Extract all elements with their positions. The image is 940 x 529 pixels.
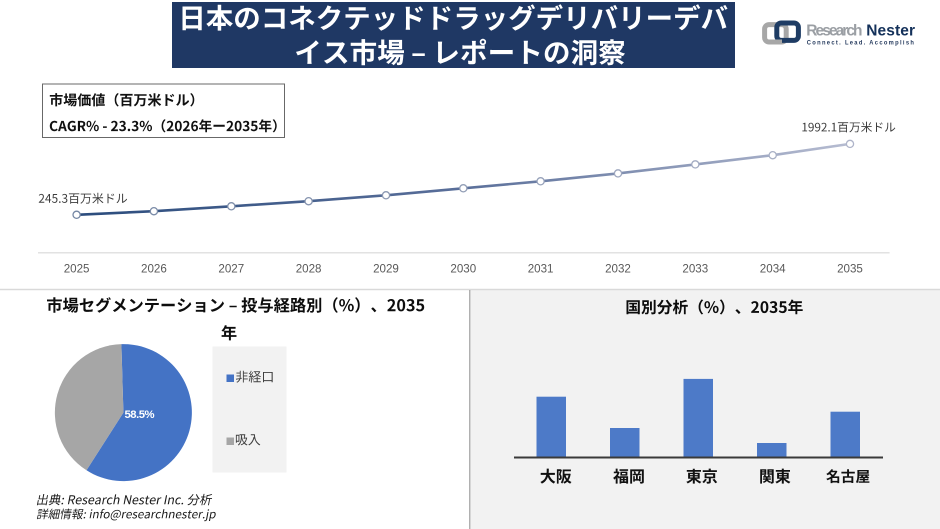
svg-text:58.5%: 58.5% (125, 409, 155, 421)
svg-text:2029: 2029 (373, 263, 399, 276)
svg-text:2027: 2027 (218, 263, 244, 276)
svg-text:2033: 2033 (682, 263, 708, 276)
svg-text:2035: 2035 (837, 263, 863, 276)
svg-text:2028: 2028 (296, 263, 322, 276)
svg-text:Nester: Nester (866, 22, 915, 39)
svg-text:2026: 2026 (141, 263, 167, 276)
svg-text:2034: 2034 (760, 263, 786, 276)
svg-text:Research: Research (806, 22, 862, 39)
svg-text:Connect. Lead. Accomplish: Connect. Lead. Accomplish (807, 40, 915, 47)
svg-text:2030: 2030 (450, 263, 476, 276)
svg-text:2032: 2032 (605, 263, 631, 276)
svg-text:2031: 2031 (528, 263, 554, 276)
svg-text:2025: 2025 (64, 263, 90, 276)
